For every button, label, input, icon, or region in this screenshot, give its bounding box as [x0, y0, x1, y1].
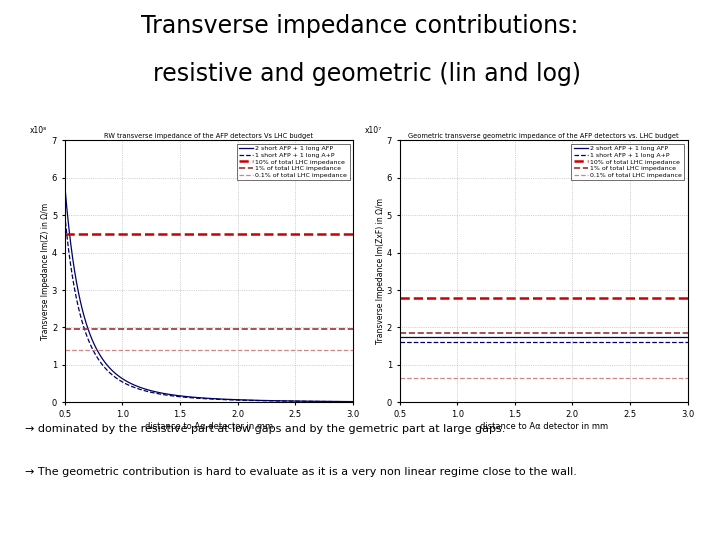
- X-axis label: distance to Aα detector in mm: distance to Aα detector in mm: [480, 422, 608, 431]
- Text: → The geometric contribution is hard to evaluate as it is a very non linear regi: → The geometric contribution is hard to …: [25, 467, 577, 477]
- Legend: 2 short AFP + 1 long AFP, 1 short AFP + 1 long A+P, 10% of total LHC impedance, : 2 short AFP + 1 long AFP, 1 short AFP + …: [237, 144, 350, 180]
- Title: RW transverse impedance of the AFP detectors Vs LHC budget: RW transverse impedance of the AFP detec…: [104, 133, 313, 139]
- Text: resistive and geometric (lin and log): resistive and geometric (lin and log): [138, 62, 582, 86]
- Text: x10⁸: x10⁸: [30, 126, 48, 135]
- Y-axis label: Transverse Impedance Im(ZxF) in Ω/m: Transverse Impedance Im(ZxF) in Ω/m: [376, 198, 385, 345]
- X-axis label: distance to Aα detector in mm: distance to Aα detector in mm: [145, 422, 273, 431]
- Text: Transverse impedance contributions:: Transverse impedance contributions:: [141, 14, 579, 37]
- Legend: 2 short AFP + 1 long AFP, 1 short AFP + 1 long A+P, 10% of total LHC impedance, : 2 short AFP + 1 long AFP, 1 short AFP + …: [572, 144, 685, 180]
- Text: x10⁷: x10⁷: [365, 126, 382, 135]
- Text: → dominated by the resistive part at low gaps and by the gemetric part at large : → dominated by the resistive part at low…: [25, 424, 505, 434]
- Title: Geometric transverse geometric impedance of the AFP detectors vs. LHC budget: Geometric transverse geometric impedance…: [408, 133, 679, 139]
- Y-axis label: Transverse Impedance Im(Z) in Ω/m: Transverse Impedance Im(Z) in Ω/m: [41, 203, 50, 340]
